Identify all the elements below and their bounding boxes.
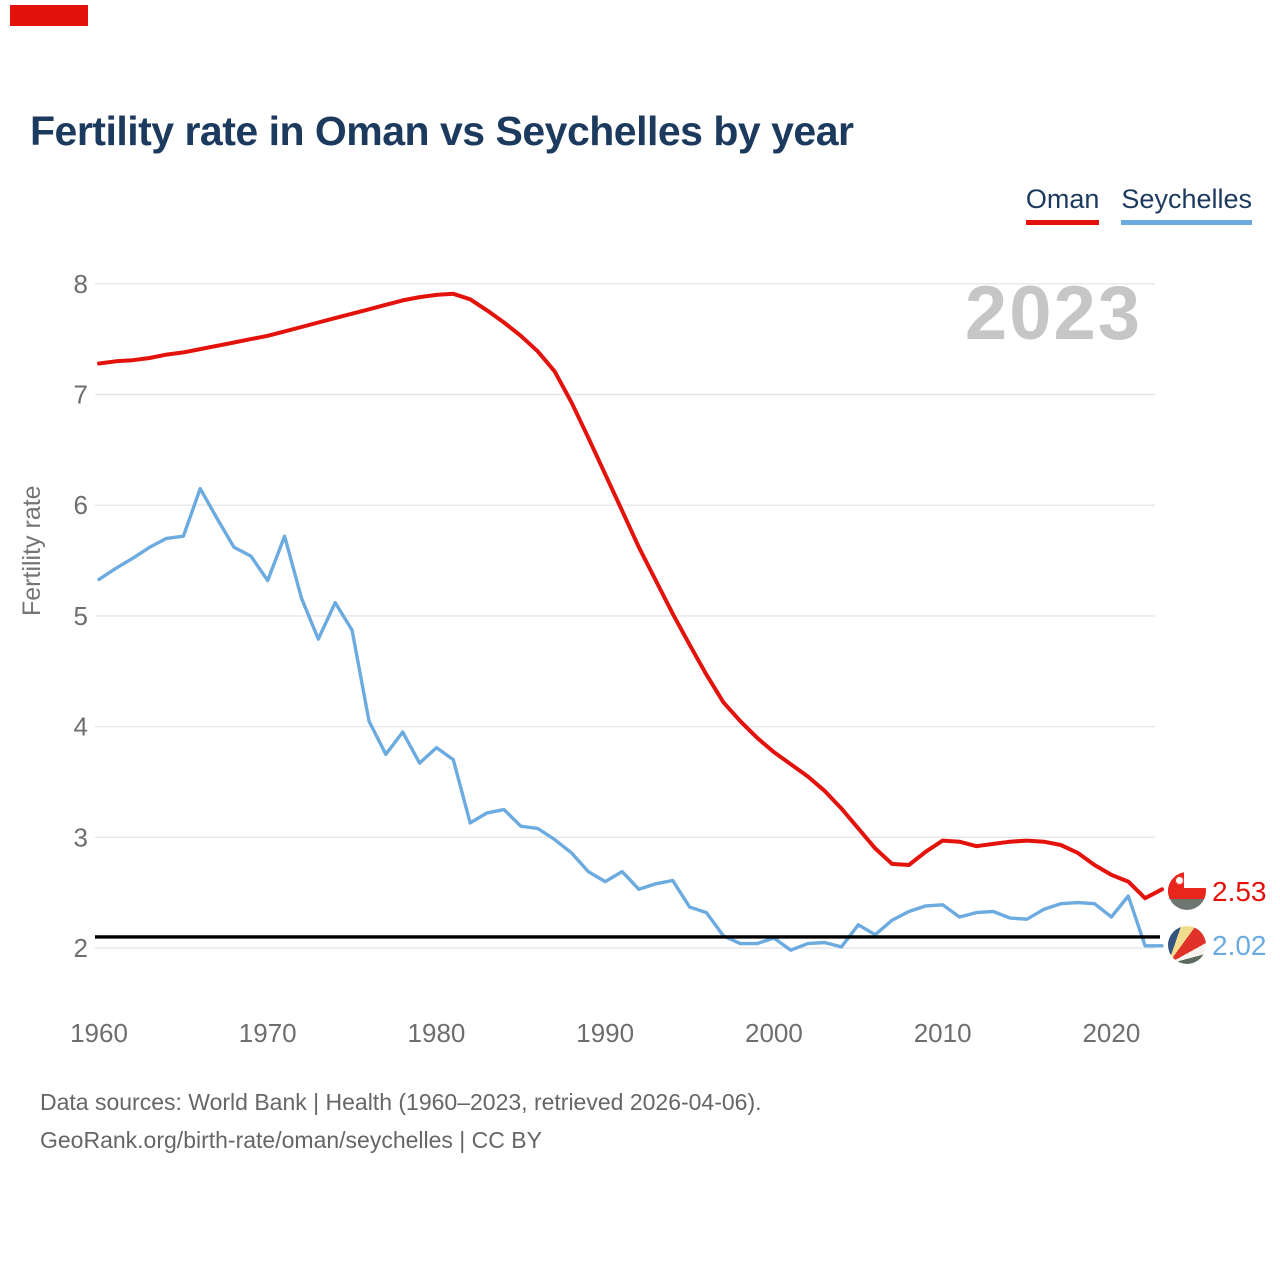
oman-flag-icon xyxy=(1168,872,1206,910)
y-tick-3: 3 xyxy=(74,822,88,852)
x-tick-2010: 2010 xyxy=(914,1018,972,1048)
y-tick-2: 2 xyxy=(74,933,88,963)
oman-flag-bottom-band xyxy=(1168,898,1206,910)
x-tick-1980: 1980 xyxy=(408,1018,466,1048)
seychelles-flag-icon xyxy=(1168,926,1206,964)
page-title: Fertility rate in Oman vs Seychelles by … xyxy=(30,108,854,154)
seychelles-end-value: 2.02 xyxy=(1212,930,1267,961)
x-tick-1970: 1970 xyxy=(239,1018,297,1048)
y-tick-5: 5 xyxy=(74,601,88,631)
brand-red-tab xyxy=(10,5,88,26)
y-tick-8: 8 xyxy=(74,269,88,299)
year-watermark: 2023 xyxy=(964,271,1142,356)
legend: Oman Seychelles xyxy=(1025,184,1252,225)
oman-flag-emblem xyxy=(1174,875,1184,885)
footer-attribution: Data sources: World Bank | Health (1960–… xyxy=(40,1083,762,1159)
footer-url-line: GeoRank.org/birth-rate/oman/seychelles |… xyxy=(40,1127,542,1153)
series-line-oman xyxy=(97,291,1164,901)
series-line-seychelles xyxy=(97,486,1164,952)
oman-end-value: 2.53 xyxy=(1212,876,1267,907)
x-tick-2020: 2020 xyxy=(1082,1018,1140,1048)
y-tick-4: 4 xyxy=(74,712,88,742)
x-tick-2000: 2000 xyxy=(745,1018,803,1048)
footer-sources-line: Data sources: World Bank | Health (1960–… xyxy=(40,1089,762,1115)
oman-flag-mid-band xyxy=(1168,887,1206,899)
x-tick-1990: 1990 xyxy=(576,1018,634,1048)
y-tick-7: 7 xyxy=(74,380,88,410)
x-tick-1960: 1960 xyxy=(70,1018,128,1048)
y-tick-6: 6 xyxy=(74,490,88,520)
legend-item-oman[interactable]: Oman xyxy=(1025,184,1100,225)
legend-item-seychelles[interactable]: Seychelles xyxy=(1121,184,1252,225)
